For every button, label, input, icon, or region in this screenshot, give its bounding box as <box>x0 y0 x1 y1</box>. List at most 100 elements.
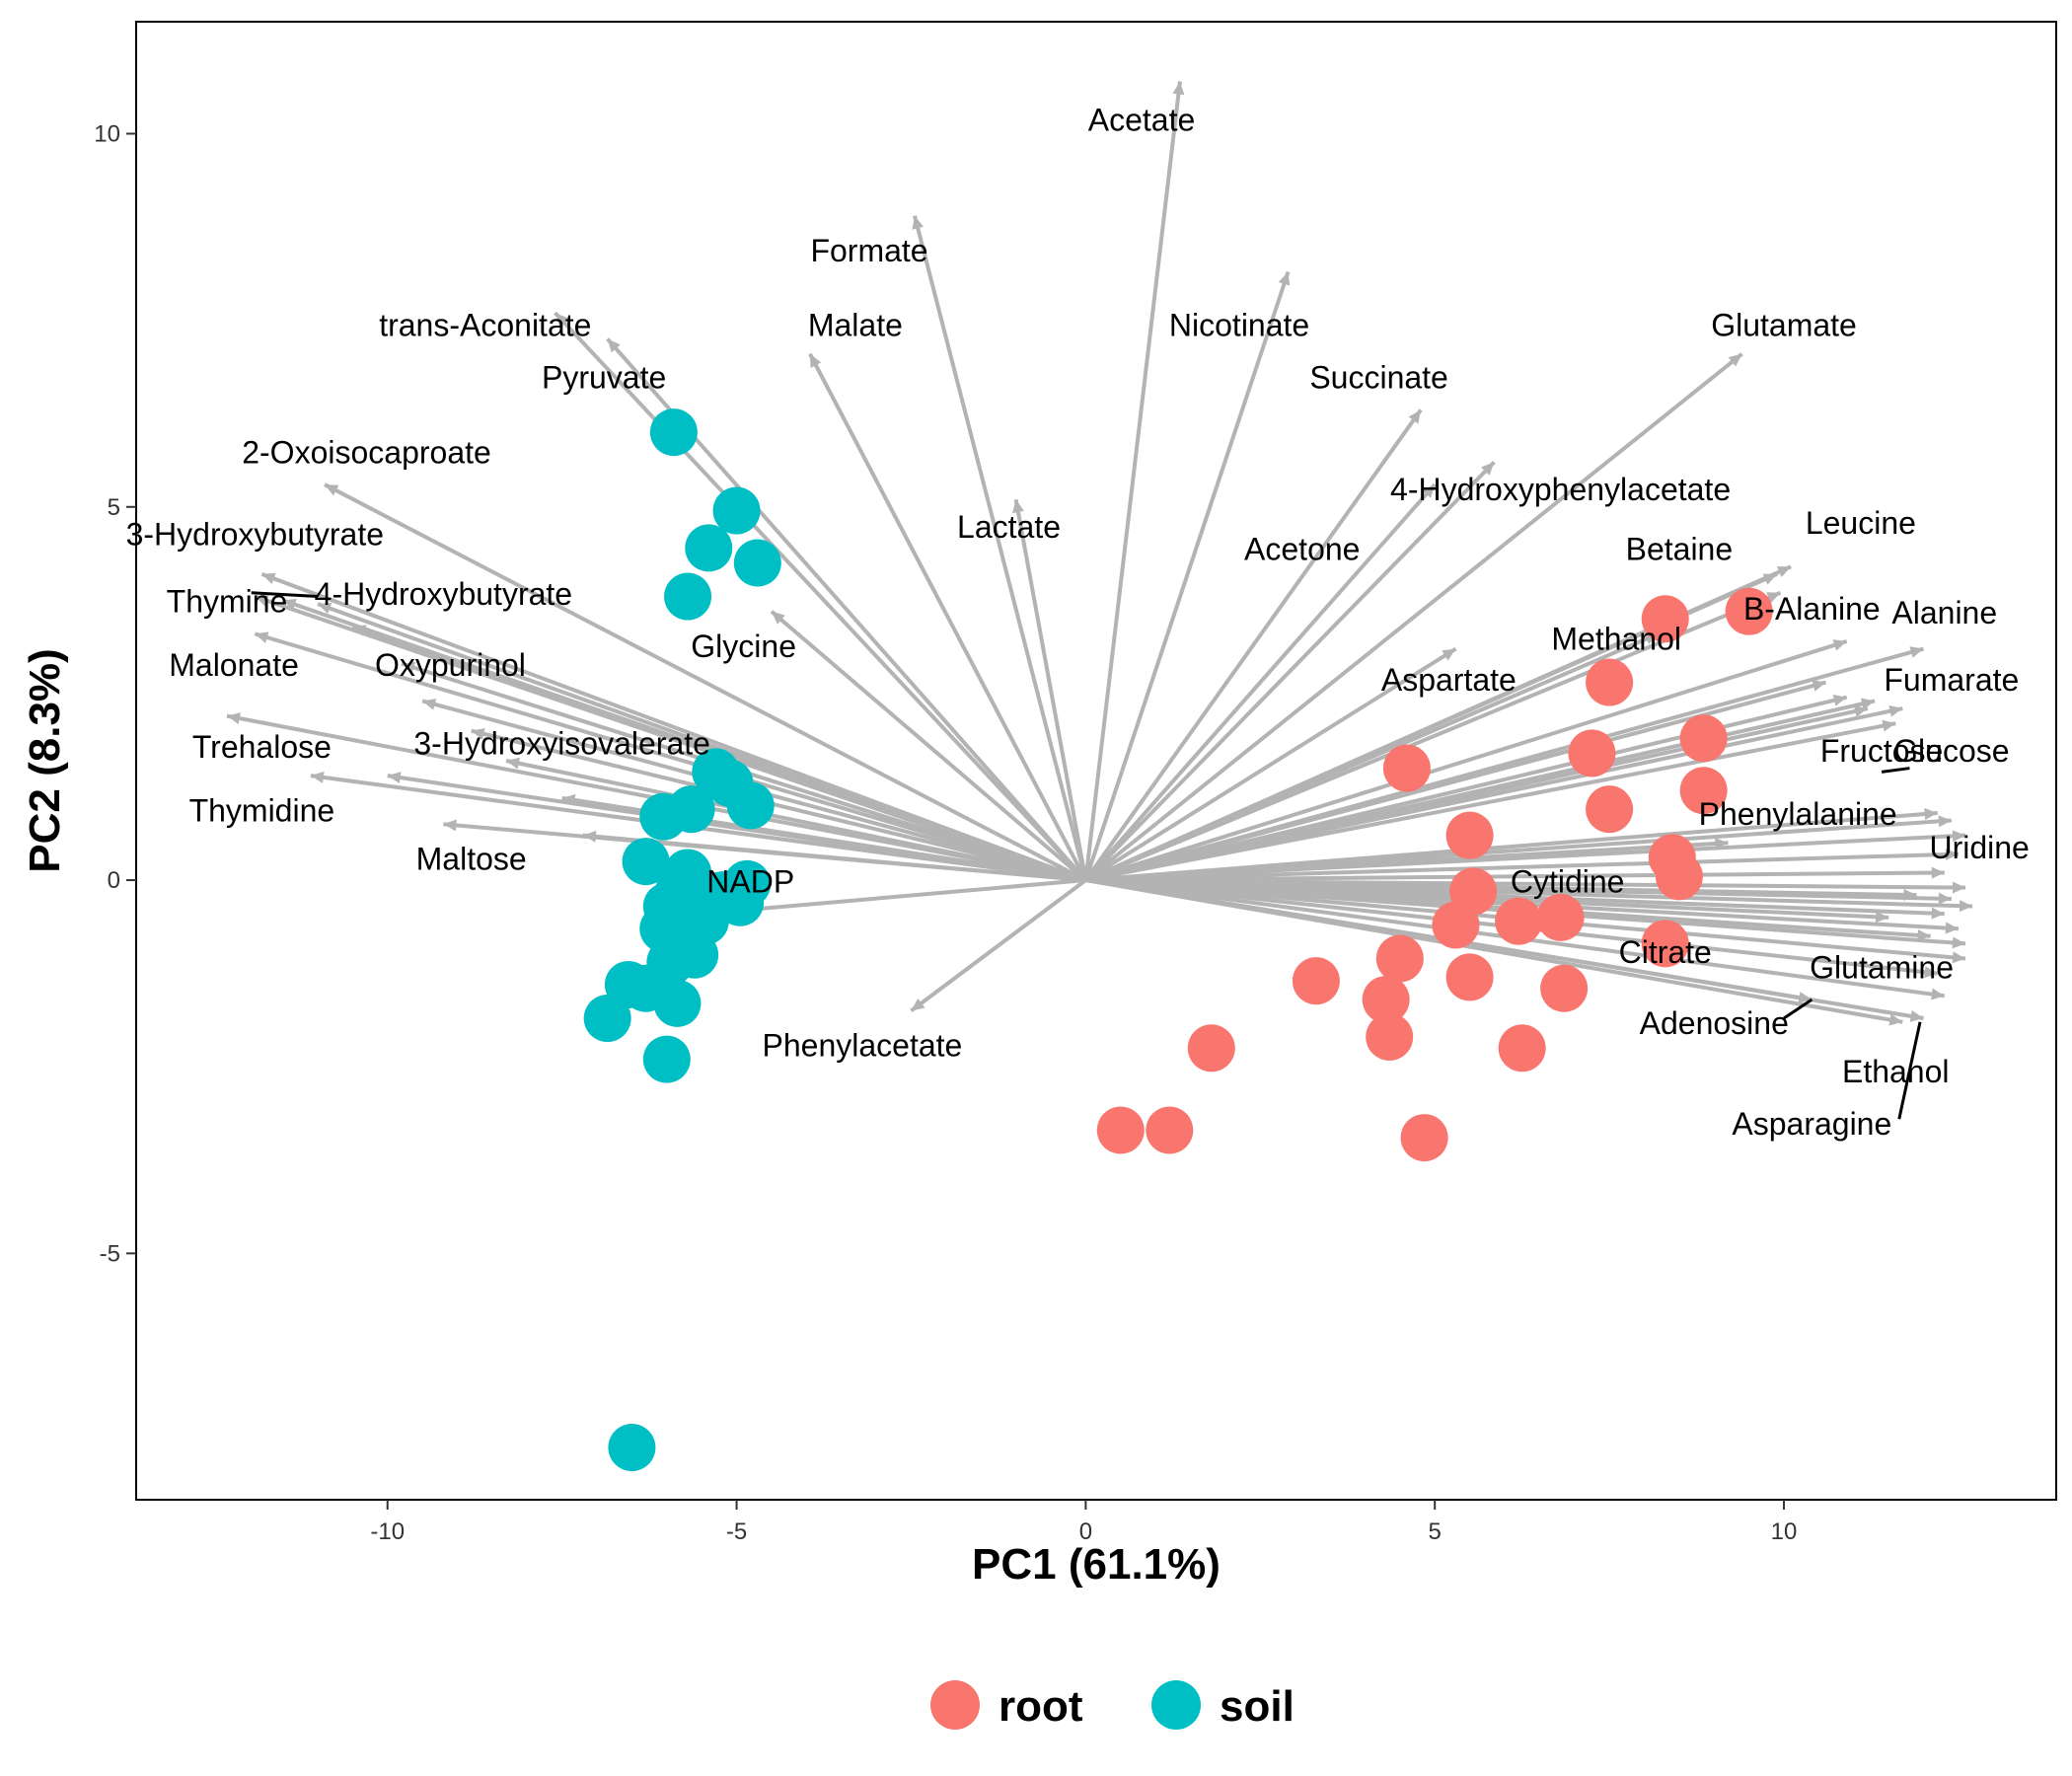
y-tick-label: 10 <box>94 120 120 147</box>
loading-arrow-trans-aconitate <box>554 311 1087 882</box>
loading-arrow-maltose <box>443 819 1086 883</box>
loading-label-cytidine: Cytidine <box>1511 863 1625 899</box>
loading-label-betaine: Betaine <box>1626 532 1734 567</box>
series-soil <box>583 408 781 1472</box>
loading-label-fumarate: Fumarate <box>1884 662 2019 698</box>
loading-label-glucose: Glucose <box>1893 733 2009 769</box>
soil-point-17 <box>716 878 765 926</box>
soil-point-9 <box>639 792 688 841</box>
soil-point-7 <box>726 781 775 830</box>
loading-arrow-fructose <box>1084 698 1876 883</box>
loading-label-b-alanine: B-Alanine <box>1743 591 1881 627</box>
connector-asparagine <box>1897 1021 1922 1120</box>
plot-frame <box>135 21 2057 1501</box>
loading-arrows <box>226 81 1973 1026</box>
root-point-18 <box>1292 957 1340 1005</box>
loading-arrow-4-hydroxybutyrate <box>281 598 1087 882</box>
x-tick-label: -5 <box>726 1518 747 1545</box>
loading-label-4-hydroxyphenylacetate: 4-Hydroxyphenylacetate <box>1390 472 1731 507</box>
loading-arrow-aspartate <box>1084 646 1457 882</box>
loading-label-3-hydroxyisovalerate: 3-Hydroxyisovalerate <box>413 725 710 761</box>
root-point-1 <box>1725 587 1773 635</box>
soil-point-1 <box>712 486 761 535</box>
root-point-14 <box>1432 901 1480 949</box>
loading-label-leucine: Leucine <box>1806 505 1916 541</box>
soil-point-25 <box>653 979 702 1027</box>
root-point-16 <box>1375 934 1424 983</box>
loading-label-nadp: NADP <box>706 863 794 899</box>
loading-label-lactate: Lactate <box>957 509 1061 545</box>
soil-point-0 <box>649 408 698 457</box>
label-connectors <box>251 591 1922 1120</box>
loading-labels: Acetate Formate Nicotinate trans-Aconitate M… <box>126 103 2030 1143</box>
legend-item-soil: soil <box>1151 1680 1295 1731</box>
loading-label-trans-aconitate: trans-Aconitate <box>379 308 591 343</box>
loading-arrow-3-hydroxybutyrate <box>260 571 1087 882</box>
root-point-20 <box>1362 976 1410 1024</box>
legend-item-root: root <box>930 1680 1083 1731</box>
loading-label-asparagine: Asparagine <box>1732 1106 1891 1142</box>
loading-label-phenylalanine: Phenylalanine <box>1699 796 1897 832</box>
legend-label-root: root <box>999 1682 1083 1731</box>
loading-label-citrate: Citrate <box>1619 934 1712 970</box>
loading-label-ethanol: Ethanol <box>1842 1054 1950 1089</box>
loading-arrow-acetone <box>1083 482 1437 882</box>
loading-label-uridine: Uridine <box>1929 830 2029 865</box>
x-tick-label: 10 <box>1771 1518 1798 1545</box>
x-tick-label: -10 <box>370 1518 405 1545</box>
soil-point-26 <box>583 995 631 1043</box>
root-point-15 <box>1641 920 1689 968</box>
loading-arrow-cytidine <box>1085 878 1917 901</box>
root-point-17 <box>1445 953 1494 1001</box>
root-point-13 <box>1495 897 1543 945</box>
connector-glucose <box>1881 767 1910 774</box>
loading-arrow-fumarate <box>1084 646 1925 882</box>
sample-points <box>583 408 1773 1472</box>
root-point-0 <box>1641 595 1689 643</box>
root-point-8 <box>1445 811 1494 859</box>
loading-arrow-3 <box>1085 719 1896 883</box>
loading-arrow-acetate <box>1083 81 1185 881</box>
root-point-24 <box>1096 1106 1145 1154</box>
loading-label-aspartate: Aspartate <box>1381 662 1517 698</box>
loading-label-malonate: Malonate <box>169 647 299 683</box>
y-tick-label: 0 <box>108 867 120 894</box>
loading-label-trehalose: Trehalose <box>192 729 332 765</box>
legend-swatch-root <box>930 1680 980 1730</box>
loading-label-4-hydroxybutyrate: 4-Hydroxybutyrate <box>315 576 572 612</box>
loading-label-fructose: Fructose <box>1820 733 1943 769</box>
loading-arrow-phenylacetate <box>910 878 1087 1013</box>
legend: root soil <box>930 1680 1295 1731</box>
loading-arrow-20 <box>471 727 1086 882</box>
root-point-3 <box>1679 714 1728 763</box>
legend-label-soil: soil <box>1220 1682 1295 1731</box>
loading-arrow-7 <box>1085 866 1945 883</box>
root-point-26 <box>1400 1114 1448 1162</box>
root-point-25 <box>1146 1106 1194 1154</box>
loading-label-pyruvate: Pyruvate <box>542 360 666 396</box>
root-point-10 <box>1655 852 1703 901</box>
connector-thymine <box>251 591 319 599</box>
loading-label-3-hydroxybutyrate: 3-Hydroxybutyrate <box>126 516 384 552</box>
x-tick-label: 5 <box>1429 1518 1442 1545</box>
loading-arrow-glucose <box>1084 704 1903 883</box>
root-point-4 <box>1568 729 1616 777</box>
loading-label-phenylacetate: Phenylacetate <box>763 1028 963 1064</box>
loading-label-glycine: Glycine <box>691 629 796 664</box>
y-tick-label: 5 <box>108 494 120 521</box>
x-tick-label: 0 <box>1079 1518 1092 1545</box>
loading-arrow-uridine <box>1085 808 1938 883</box>
loading-arrow-4-hydroxyphenylacetate <box>1083 460 1496 882</box>
loading-label-alanine: Alanine <box>1891 595 1997 630</box>
loading-arrow-nicotinate <box>1083 270 1291 881</box>
root-point-5 <box>1679 767 1728 815</box>
loading-label-glutamine: Glutamine <box>1810 949 1954 985</box>
soil-point-10 <box>622 838 670 886</box>
loading-label-acetone: Acetone <box>1244 532 1360 567</box>
root-point-21 <box>1366 1012 1414 1061</box>
root-point-6 <box>1586 785 1634 834</box>
y-tick-label: -5 <box>100 1240 120 1267</box>
y-axis-ticks: -5 0 5 10 <box>94 120 136 1267</box>
loading-arrow-glycine <box>770 610 1087 882</box>
